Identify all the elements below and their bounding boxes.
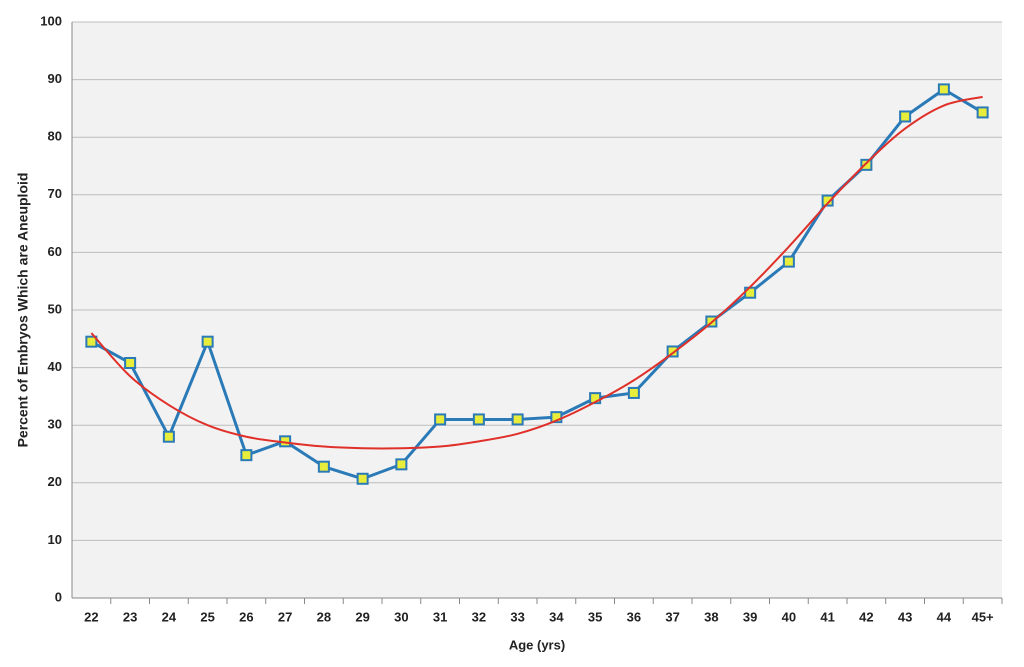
x-tick-label: 31: [433, 609, 447, 624]
y-tick-label: 10: [48, 532, 62, 547]
x-tick-label: 26: [239, 609, 253, 624]
x-tick-label: 27: [278, 609, 292, 624]
x-tick-label: 39: [743, 609, 757, 624]
data-point: [937, 83, 950, 96]
trend-line: [90, 95, 983, 450]
y-tick-label: 30: [48, 417, 62, 432]
data-point: [85, 335, 98, 348]
y-tick-label: 0: [55, 589, 62, 604]
x-axis-label: Age (yrs): [509, 637, 565, 652]
data-point: [356, 472, 369, 485]
x-tick-label: 37: [665, 609, 679, 624]
y-tick-label: 100: [40, 13, 62, 28]
x-tick-label: 44: [937, 609, 952, 624]
y-tick-label: 60: [48, 244, 62, 259]
data-point: [976, 106, 989, 119]
data-point: [162, 430, 175, 443]
y-axis-label: Percent of Embryos Which are Aneuploid: [15, 173, 31, 448]
x-tick-label: 32: [472, 609, 486, 624]
x-tick-label: 43: [898, 609, 912, 624]
data-point: [395, 458, 408, 471]
x-tick-label: 22: [84, 609, 98, 624]
y-tick-label: 70: [48, 186, 62, 201]
x-tick-label: 30: [394, 609, 408, 624]
y-tick-label: 50: [48, 301, 62, 316]
y-tick-label: 20: [48, 474, 62, 489]
data-point: [627, 386, 640, 399]
x-tick-label: 35: [588, 609, 602, 624]
data-point: [821, 194, 834, 207]
data-point: [124, 356, 137, 369]
data-point: [317, 460, 330, 473]
data-point: [201, 335, 214, 348]
x-tick-label: 23: [123, 609, 137, 624]
x-tick-label: 24: [162, 609, 177, 624]
x-tick-label: 38: [704, 609, 718, 624]
data-point: [899, 110, 912, 123]
y-tick-label: 90: [48, 71, 62, 86]
data-point: [666, 345, 679, 358]
x-tick-label: 45+: [972, 609, 994, 624]
y-tick-label: 80: [48, 129, 62, 144]
data-point: [511, 413, 524, 426]
y-tick-label: 40: [48, 359, 62, 374]
x-tick-label: 42: [859, 609, 873, 624]
data-point: [472, 413, 485, 426]
data-point: [240, 449, 253, 462]
data-point: [550, 411, 563, 424]
x-tick-label: 28: [317, 609, 331, 624]
x-tick-label: 41: [820, 609, 834, 624]
x-tick-label: 25: [200, 609, 214, 624]
x-tick-label: 36: [627, 609, 641, 624]
x-tick-label: 33: [510, 609, 524, 624]
data-point: [782, 255, 795, 268]
data-point: [434, 413, 447, 426]
x-tick-label: 34: [549, 609, 564, 624]
x-tick-label: 29: [355, 609, 369, 624]
x-tick-label: 40: [782, 609, 796, 624]
data-point: [860, 158, 873, 171]
